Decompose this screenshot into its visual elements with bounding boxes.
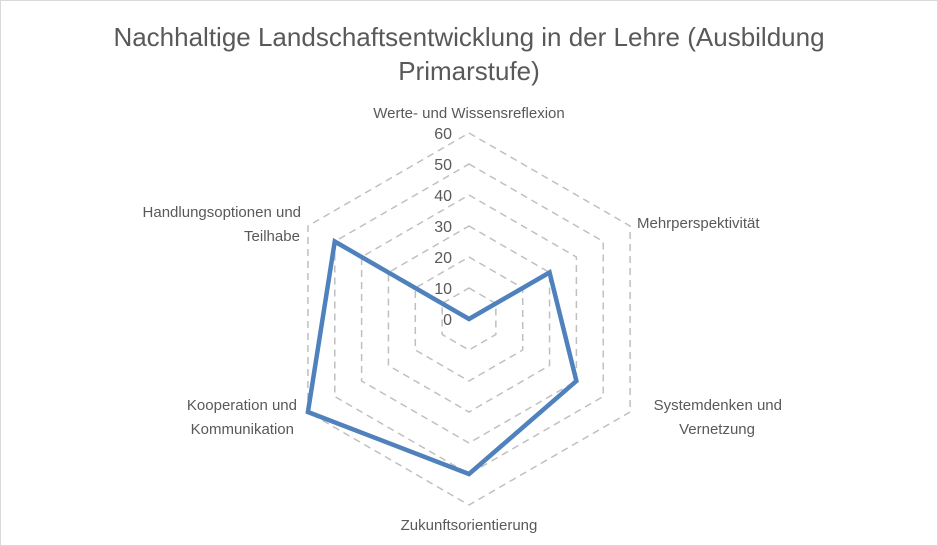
- r-tick-label: 30: [434, 219, 452, 236]
- chart-title-line2: Primarstufe): [398, 56, 540, 86]
- grid-ring: [360, 194, 578, 444]
- series-line: [305, 237, 579, 477]
- category-label: Werte- und Wissensreflexion: [373, 105, 564, 122]
- chart-title-line1: Nachhaltige Landschaftsentwicklung in de…: [113, 22, 825, 52]
- category-label: Mehrperspektivität: [637, 215, 760, 232]
- category-label: Kommunikation: [191, 421, 294, 438]
- grid-ring: [387, 225, 551, 413]
- r-tick-label: 60: [434, 126, 452, 143]
- r-tick-label: 10: [434, 281, 452, 298]
- r-tick-label: 50: [434, 157, 452, 174]
- r-tick-label: 0: [443, 312, 452, 329]
- category-label: Vernetzung: [679, 421, 755, 438]
- category-label: Teilhabe: [244, 228, 300, 245]
- category-label: Kooperation und: [187, 397, 297, 414]
- category-label: Handlungsoptionen und: [143, 204, 301, 221]
- grid-ring: [307, 132, 631, 506]
- category-label: Zukunftsorientierung: [401, 517, 538, 534]
- chart-title: Nachhaltige Landschaftsentwicklung in de…: [0, 20, 938, 88]
- category-label: Systemdenken und: [654, 397, 782, 414]
- r-tick-label: 40: [434, 188, 452, 205]
- r-tick-label: 20: [434, 250, 452, 267]
